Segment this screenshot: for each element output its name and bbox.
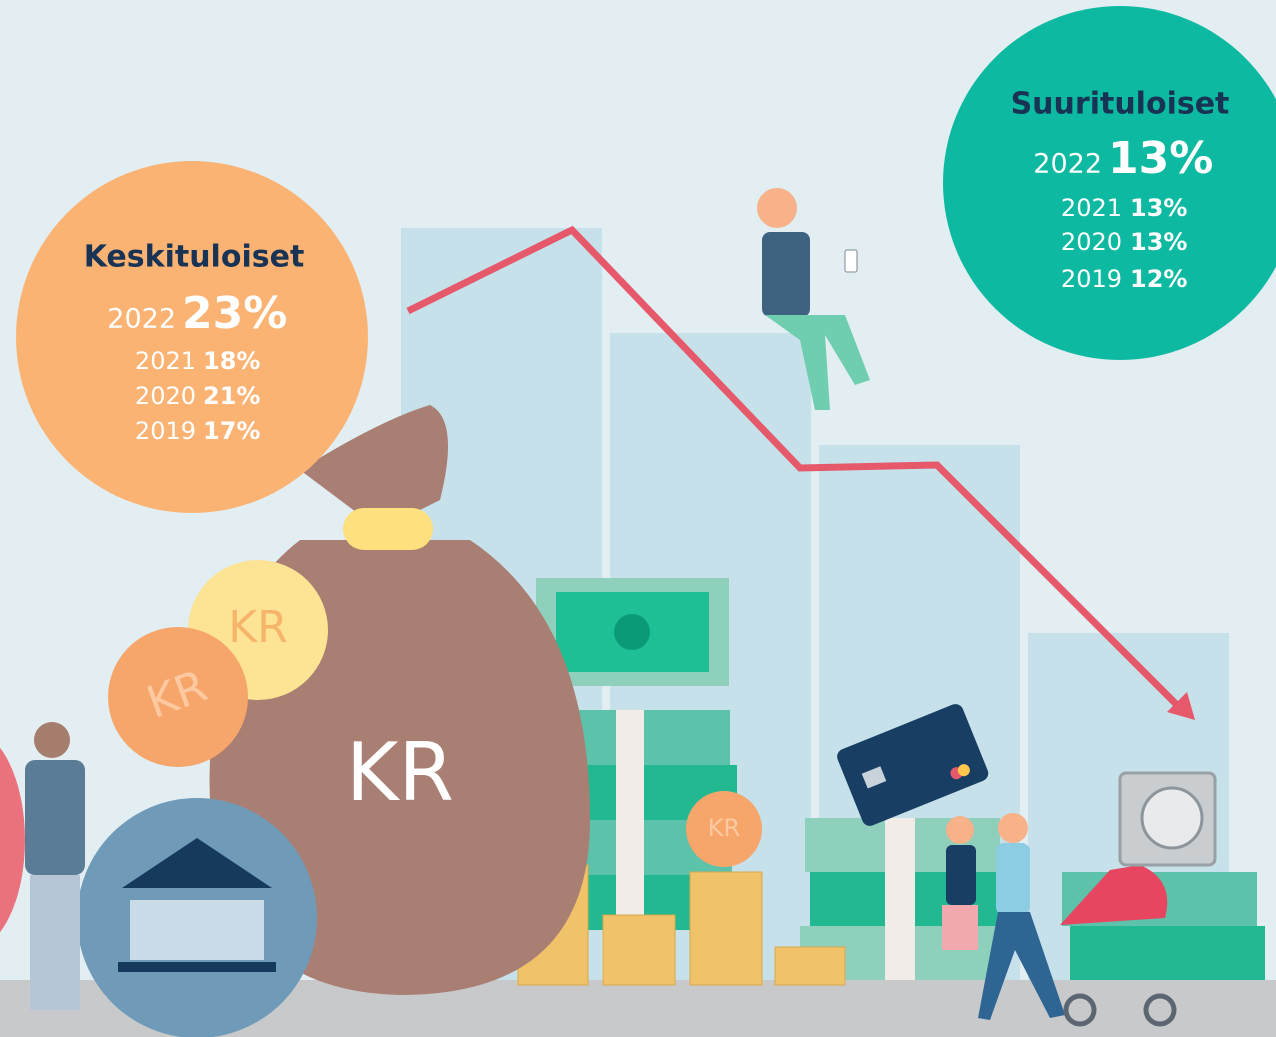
history-year: 2020 xyxy=(1061,228,1122,256)
history-year: 2019 xyxy=(1061,265,1122,293)
group-title: Keskituloiset xyxy=(84,240,305,275)
head xyxy=(998,813,1028,843)
wheel xyxy=(1143,993,1177,1027)
bag-tie xyxy=(343,508,433,550)
coin-pile xyxy=(774,946,846,986)
card-logo xyxy=(957,764,970,777)
history-value: 18% xyxy=(203,347,260,375)
safe xyxy=(1118,771,1217,867)
card-chip xyxy=(861,766,887,789)
bank xyxy=(77,798,317,1037)
history-year: 2019 xyxy=(135,417,196,445)
trend-arrow xyxy=(1167,692,1195,720)
legs xyxy=(978,912,1065,1020)
history-year: 2020 xyxy=(135,382,196,410)
group-circle xyxy=(943,6,1276,360)
stack xyxy=(1070,926,1265,980)
card xyxy=(837,704,989,826)
history-year: 2021 xyxy=(1061,194,1122,222)
bank-wall xyxy=(130,900,264,960)
main-year: 2022 xyxy=(1033,149,1102,180)
bag-label: KR xyxy=(346,726,454,819)
family xyxy=(942,813,1177,1027)
coin-pile xyxy=(602,914,676,986)
legs xyxy=(765,315,870,410)
coin xyxy=(686,791,762,867)
banknote-dot xyxy=(614,614,650,650)
decor xyxy=(0,747,25,933)
wheel xyxy=(1063,993,1097,1027)
group-circle xyxy=(16,161,368,513)
legs xyxy=(30,875,80,1010)
bank-base xyxy=(118,962,276,972)
coin-pile xyxy=(689,871,763,986)
head xyxy=(34,722,70,758)
person-sitting xyxy=(757,188,870,410)
coin-label: KR xyxy=(228,602,287,653)
coin-label: KR xyxy=(708,814,740,842)
stroller xyxy=(1060,865,1168,925)
torso xyxy=(25,760,85,875)
card-body xyxy=(837,704,989,826)
person-old xyxy=(25,722,85,1010)
trend-line xyxy=(406,225,1183,711)
head xyxy=(946,816,974,844)
skirt xyxy=(942,905,978,950)
history-value: 21% xyxy=(203,382,260,410)
history-value: 13% xyxy=(1130,194,1187,222)
bank-roof xyxy=(122,838,272,888)
main-value: 23% xyxy=(182,288,287,339)
band xyxy=(616,710,644,930)
history-value: 13% xyxy=(1130,228,1187,256)
bag-top xyxy=(300,405,448,530)
band xyxy=(885,818,915,980)
history-year: 2021 xyxy=(135,347,196,375)
torso xyxy=(762,232,810,317)
coins: KR KR KR xyxy=(108,560,762,867)
safe-dial xyxy=(1140,786,1204,850)
main-year: 2022 xyxy=(107,304,176,335)
head xyxy=(757,188,797,228)
stack xyxy=(570,710,730,765)
main-value: 13% xyxy=(1108,133,1213,184)
torso xyxy=(996,843,1030,915)
group-title: Suurituloiset xyxy=(1011,87,1230,122)
history-value: 17% xyxy=(203,417,260,445)
history-value: 12% xyxy=(1130,265,1187,293)
phone xyxy=(844,249,858,273)
torso xyxy=(946,845,976,905)
coin xyxy=(108,627,248,767)
